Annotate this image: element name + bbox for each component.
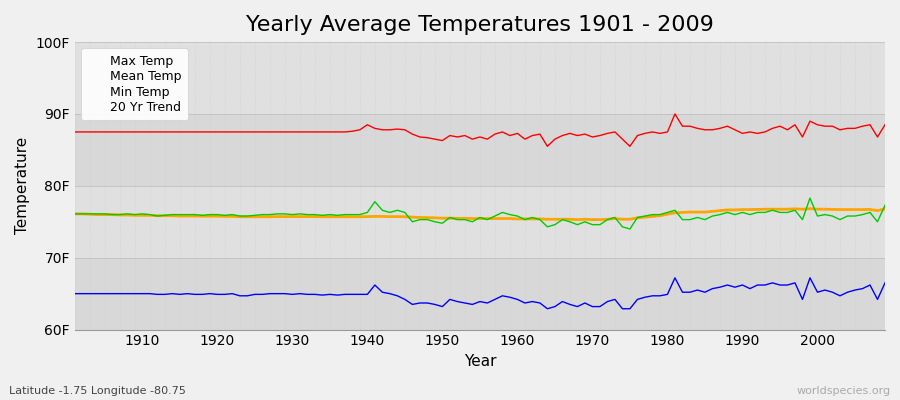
- Mean Temp: [625, 226, 635, 231]
- 20 Yr Trend: [572, 217, 583, 222]
- Min Temp: [609, 297, 620, 302]
- Legend: Max Temp, Mean Temp, Min Temp, 20 Yr Trend: Max Temp, Mean Temp, Min Temp, 20 Yr Tre…: [81, 48, 187, 120]
- X-axis label: Year: Year: [464, 354, 496, 369]
- Line: Max Temp: Max Temp: [75, 114, 885, 146]
- Text: Latitude -1.75 Longitude -80.75: Latitude -1.75 Longitude -80.75: [9, 386, 186, 396]
- 20 Yr Trend: [339, 214, 350, 219]
- Max Temp: [542, 144, 553, 149]
- Max Temp: [339, 130, 350, 134]
- Title: Yearly Average Temperatures 1901 - 2009: Yearly Average Temperatures 1901 - 2009: [246, 15, 714, 35]
- Mean Temp: [879, 203, 890, 208]
- Mean Temp: [602, 217, 613, 222]
- Min Temp: [542, 306, 553, 311]
- Max Temp: [670, 112, 680, 116]
- 20 Yr Trend: [69, 212, 80, 216]
- Min Temp: [505, 295, 516, 300]
- Bar: [75, 186, 885, 258]
- Text: worldspecies.org: worldspecies.org: [796, 386, 891, 396]
- Bar: [75, 42, 885, 114]
- Mean Temp: [805, 196, 815, 200]
- Min Temp: [339, 292, 350, 297]
- 20 Yr Trend: [512, 216, 523, 221]
- Mean Temp: [69, 212, 80, 216]
- Mean Temp: [339, 212, 350, 217]
- 20 Yr Trend: [609, 216, 620, 221]
- Max Temp: [130, 130, 140, 134]
- 20 Yr Trend: [294, 214, 305, 219]
- 20 Yr Trend: [879, 206, 890, 211]
- Min Temp: [294, 291, 305, 296]
- 20 Yr Trend: [505, 216, 516, 221]
- Max Temp: [879, 122, 890, 127]
- Bar: [75, 114, 885, 186]
- Max Temp: [609, 130, 620, 134]
- Bar: [75, 258, 885, 330]
- Max Temp: [505, 133, 516, 138]
- Mean Temp: [294, 212, 305, 216]
- Mean Temp: [130, 212, 140, 217]
- Min Temp: [670, 276, 680, 280]
- Line: Mean Temp: Mean Temp: [75, 198, 885, 229]
- Min Temp: [130, 291, 140, 296]
- Max Temp: [512, 131, 523, 136]
- Line: Min Temp: Min Temp: [75, 278, 885, 309]
- Mean Temp: [505, 212, 516, 217]
- Min Temp: [69, 291, 80, 296]
- Y-axis label: Temperature: Temperature: [15, 137, 30, 234]
- Line: 20 Yr Trend: 20 Yr Trend: [75, 209, 885, 220]
- 20 Yr Trend: [130, 213, 140, 218]
- Max Temp: [294, 130, 305, 134]
- Max Temp: [69, 130, 80, 134]
- Mean Temp: [512, 214, 523, 218]
- Min Temp: [879, 280, 890, 285]
- 20 Yr Trend: [805, 206, 815, 211]
- Min Temp: [512, 297, 523, 302]
